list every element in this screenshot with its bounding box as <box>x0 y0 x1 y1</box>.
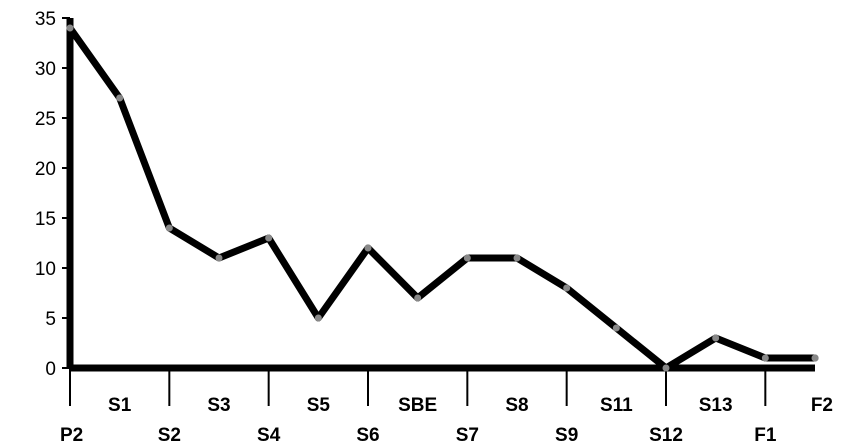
y-tick-label: 15 <box>35 209 56 230</box>
x-tick-label: S8 <box>505 395 528 416</box>
x-tick-label: S13 <box>699 395 733 416</box>
data-point <box>414 294 422 302</box>
data-point <box>314 314 322 322</box>
series-layer <box>66 24 819 372</box>
data-point <box>662 364 670 372</box>
x-tick-label: S9 <box>555 425 578 446</box>
y-tick-label: 25 <box>35 109 56 130</box>
y-tick-label: 5 <box>45 309 56 330</box>
data-point <box>66 24 74 32</box>
data-point <box>563 284 571 292</box>
x-tick-label: S7 <box>456 425 479 446</box>
x-tick-label: S6 <box>356 425 379 446</box>
series-line <box>66 24 819 372</box>
x-tick-label: S5 <box>307 395 331 416</box>
x-axis: P2 S1 S2 S3 S4 S5 S6 SBE S7 S8 S9 S11 S12 S13 F1 F2 <box>60 364 833 446</box>
y-tick-label: 35 <box>35 9 56 30</box>
x-tick-label: S2 <box>158 425 181 446</box>
y-tick-label: 0 <box>45 359 56 380</box>
y-tick-label: 30 <box>35 59 56 80</box>
data-point <box>265 234 273 242</box>
data-point <box>761 354 769 362</box>
data-point <box>513 254 521 262</box>
x-tick-label: S1 <box>108 395 132 416</box>
y-axis: 0 5 10 15 20 25 30 35 <box>35 9 74 380</box>
data-point <box>165 224 173 232</box>
x-tick-label: P2 <box>60 425 83 446</box>
x-tick-label: F1 <box>754 425 777 446</box>
data-point <box>463 254 471 262</box>
x-tick-label: S11 <box>600 395 633 416</box>
x-tick-label: S4 <box>257 425 281 446</box>
y-tick-label: 20 <box>35 159 56 180</box>
x-tick-label: F2 <box>811 395 833 416</box>
data-point <box>364 244 372 252</box>
data-point <box>712 334 720 342</box>
x-tick-label: S12 <box>649 425 683 446</box>
x-tick-label: SBE <box>398 395 437 416</box>
y-tick-label: 10 <box>35 259 56 280</box>
data-point <box>811 354 819 362</box>
data-point <box>116 94 124 102</box>
data-point <box>215 254 223 262</box>
data-point <box>612 324 620 332</box>
x-tick-label: S3 <box>207 395 230 416</box>
